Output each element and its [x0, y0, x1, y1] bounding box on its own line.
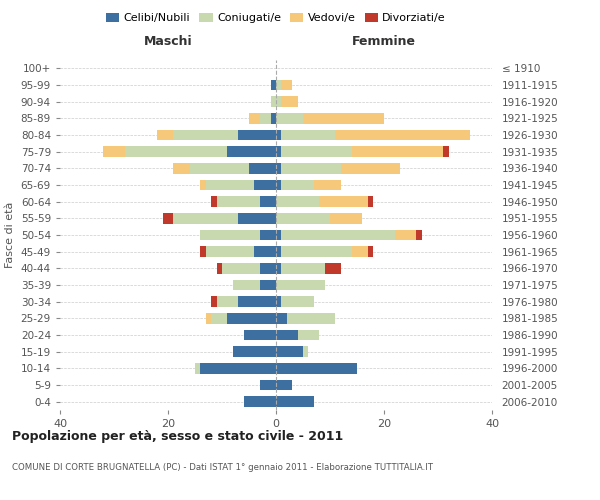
- Bar: [233, 280, 260, 290]
- Bar: [190, 163, 249, 174]
- Bar: [173, 213, 238, 224]
- Bar: [314, 180, 341, 190]
- Bar: [211, 313, 227, 324]
- Bar: [276, 213, 330, 224]
- Bar: [211, 296, 217, 307]
- Bar: [260, 113, 271, 124]
- Bar: [352, 246, 368, 257]
- Bar: [233, 346, 276, 357]
- Bar: [281, 80, 292, 90]
- Bar: [281, 130, 335, 140]
- Bar: [276, 130, 281, 140]
- Bar: [206, 313, 211, 324]
- Bar: [276, 363, 357, 374]
- Bar: [276, 180, 281, 190]
- Bar: [276, 346, 303, 357]
- Bar: [276, 396, 314, 407]
- Bar: [303, 113, 384, 124]
- Bar: [238, 130, 276, 140]
- Bar: [217, 296, 238, 307]
- Bar: [217, 263, 222, 274]
- Bar: [276, 280, 325, 290]
- Bar: [200, 246, 206, 257]
- Bar: [281, 163, 341, 174]
- Bar: [281, 296, 314, 307]
- Bar: [238, 296, 276, 307]
- Bar: [200, 180, 206, 190]
- Bar: [276, 196, 319, 207]
- Bar: [276, 146, 281, 157]
- Bar: [227, 146, 276, 157]
- Bar: [238, 213, 276, 224]
- Bar: [244, 396, 276, 407]
- Legend: Celibi/Nubili, Coniugati/e, Vedovi/e, Divorziati/e: Celibi/Nubili, Coniugati/e, Vedovi/e, Di…: [101, 8, 451, 28]
- Bar: [206, 246, 254, 257]
- Bar: [276, 246, 281, 257]
- Bar: [271, 96, 276, 107]
- Bar: [227, 313, 276, 324]
- Bar: [276, 263, 281, 274]
- Bar: [244, 330, 276, 340]
- Bar: [222, 263, 260, 274]
- Bar: [157, 130, 173, 140]
- Bar: [254, 180, 276, 190]
- Bar: [200, 363, 276, 374]
- Bar: [443, 146, 449, 157]
- Bar: [281, 96, 298, 107]
- Bar: [330, 213, 362, 224]
- Bar: [260, 230, 276, 240]
- Bar: [303, 346, 308, 357]
- Bar: [276, 330, 298, 340]
- Bar: [260, 196, 276, 207]
- Bar: [341, 163, 400, 174]
- Bar: [281, 230, 395, 240]
- Bar: [276, 296, 281, 307]
- Bar: [260, 380, 276, 390]
- Y-axis label: Fasce di età: Fasce di età: [5, 202, 15, 268]
- Bar: [368, 196, 373, 207]
- Bar: [260, 280, 276, 290]
- Bar: [352, 146, 443, 157]
- Bar: [276, 80, 281, 90]
- Bar: [211, 196, 217, 207]
- Bar: [200, 230, 260, 240]
- Bar: [325, 263, 341, 274]
- Bar: [368, 246, 373, 257]
- Bar: [281, 146, 352, 157]
- Text: Maschi: Maschi: [143, 36, 193, 49]
- Bar: [276, 380, 292, 390]
- Bar: [276, 96, 281, 107]
- Bar: [271, 113, 276, 124]
- Bar: [395, 230, 416, 240]
- Text: Popolazione per età, sesso e stato civile - 2011: Popolazione per età, sesso e stato civil…: [12, 430, 343, 443]
- Bar: [416, 230, 422, 240]
- Bar: [276, 163, 281, 174]
- Bar: [249, 113, 260, 124]
- Bar: [103, 146, 125, 157]
- Bar: [249, 163, 276, 174]
- Bar: [206, 180, 254, 190]
- Bar: [298, 330, 319, 340]
- Bar: [217, 196, 260, 207]
- Bar: [271, 80, 276, 90]
- Bar: [281, 246, 352, 257]
- Bar: [281, 263, 325, 274]
- Bar: [287, 313, 335, 324]
- Text: COMUNE DI CORTE BRUGNATELLA (PC) - Dati ISTAT 1° gennaio 2011 - Elaborazione TUT: COMUNE DI CORTE BRUGNATELLA (PC) - Dati …: [12, 462, 433, 471]
- Bar: [195, 363, 200, 374]
- Bar: [125, 146, 227, 157]
- Bar: [276, 313, 287, 324]
- Bar: [173, 163, 190, 174]
- Bar: [335, 130, 470, 140]
- Bar: [276, 230, 281, 240]
- Bar: [163, 213, 173, 224]
- Bar: [260, 263, 276, 274]
- Bar: [173, 130, 238, 140]
- Bar: [319, 196, 368, 207]
- Bar: [254, 246, 276, 257]
- Bar: [276, 113, 303, 124]
- Bar: [281, 180, 314, 190]
- Text: Femmine: Femmine: [352, 36, 416, 49]
